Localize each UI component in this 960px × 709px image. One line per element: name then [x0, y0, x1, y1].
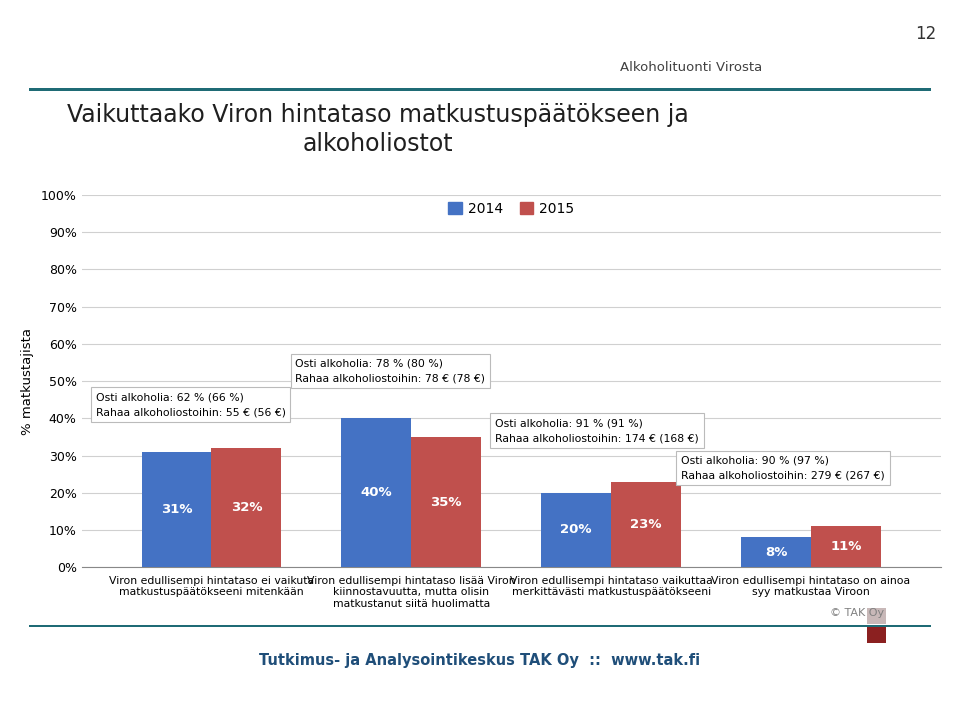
Bar	[411, 437, 481, 567]
Text: 40%: 40%	[361, 486, 392, 499]
Text: 32%: 32%	[230, 501, 262, 514]
Bar	[141, 452, 211, 567]
Text: Osti alkoholia: 78 % (80 %)
Rahaa alkoholiostoihin: 78 € (78 €): Osti alkoholia: 78 % (80 %) Rahaa alkoho…	[296, 359, 486, 384]
Bar	[541, 493, 612, 567]
Bar	[342, 418, 411, 567]
Text: Tutkimus- ja Analysointikeskus TAK Oy  ::  www.tak.fi: Tutkimus- ja Analysointikeskus TAK Oy ::…	[259, 653, 701, 669]
Bar	[211, 448, 281, 567]
Text: 31%: 31%	[160, 503, 192, 516]
Text: 12: 12	[915, 25, 936, 43]
Bar	[612, 481, 681, 567]
Text: Osti alkoholia: 91 % (91 %)
Rahaa alkoholiostoihin: 174 € (168 €): Osti alkoholia: 91 % (91 %) Rahaa alkoho…	[495, 418, 699, 443]
Legend: 2014, 2015: 2014, 2015	[448, 202, 574, 216]
Bar	[811, 526, 881, 567]
Text: 35%: 35%	[430, 496, 462, 508]
Text: 20%: 20%	[561, 523, 592, 537]
Text: Osti alkoholia: 62 % (66 %)
Rahaa alkoholiostoihin: 55 € (56 €): Osti alkoholia: 62 % (66 %) Rahaa alkoho…	[96, 392, 285, 417]
Text: 8%: 8%	[765, 546, 787, 559]
Text: 11%: 11%	[830, 540, 861, 553]
Text: Osti alkoholia: 90 % (97 %)
Rahaa alkoholiostoihin: 279 € (267 €): Osti alkoholia: 90 % (97 %) Rahaa alkoho…	[681, 455, 885, 480]
Y-axis label: % matkustajista: % matkustajista	[21, 328, 34, 435]
Text: 23%: 23%	[631, 518, 661, 531]
Bar	[741, 537, 811, 567]
Text: © TAK Oy: © TAK Oy	[830, 608, 884, 618]
Text: Alkoholituonti Virosta: Alkoholituonti Virosta	[620, 61, 762, 74]
Text: Vaikuttaako Viron hintataso matkustuspäätökseen ja
alkoholiostot: Vaikuttaako Viron hintataso matkustuspää…	[67, 103, 689, 155]
